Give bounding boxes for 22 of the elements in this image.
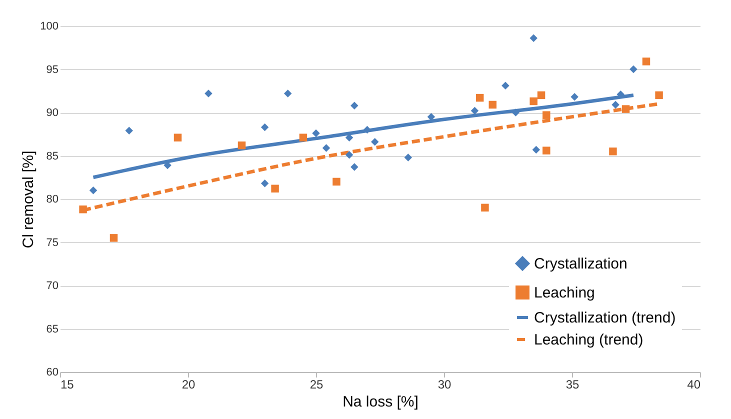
legend-label: Crystallization (534, 256, 628, 272)
y-tick-label: 70 (46, 280, 58, 292)
x-tick-label: 40 (687, 378, 701, 392)
y-tick-label: 95 (46, 64, 58, 76)
y-tick-label: 100 (40, 20, 58, 32)
x-axis-title: Na loss [%] (342, 394, 418, 410)
legend-label: Leaching (534, 284, 595, 302)
line-series (92, 93, 636, 180)
y-tick-label: 85 (46, 150, 58, 162)
x-tick-label: 20 (182, 378, 196, 392)
legend-label: Leaching (trend) (534, 332, 644, 348)
y-tick-label: 90 (46, 107, 58, 119)
x-tick-label: 35 (566, 378, 580, 392)
y-tick-label: 80 (46, 194, 58, 206)
y-tick-label: 75 (46, 236, 58, 249)
y-tick-label: 65 (46, 323, 58, 336)
legend-label: Crystallization (trend) (534, 310, 676, 326)
y-tick-label: 60 (46, 366, 58, 378)
x-tick-label: 25 (310, 378, 324, 392)
x-tick-label: 15 (60, 378, 74, 392)
y-axis-title: Cl removal [%] (20, 150, 38, 248)
x-tick-label: 30 (438, 378, 452, 392)
